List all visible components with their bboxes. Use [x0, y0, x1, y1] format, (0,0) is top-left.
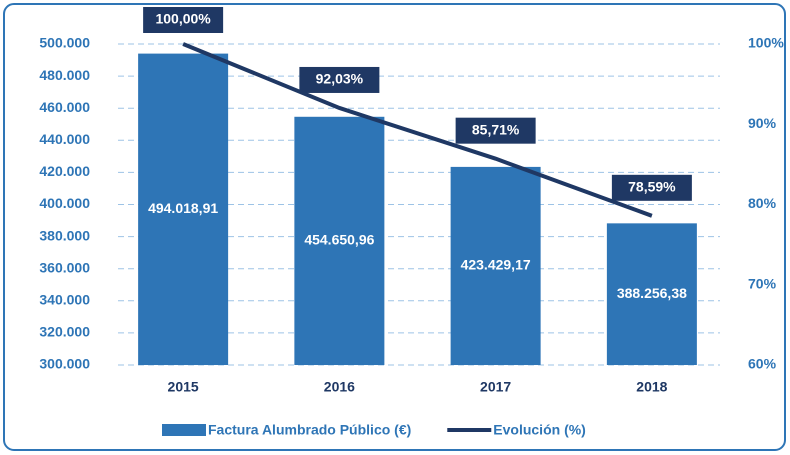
y-tick-label: 500.000	[39, 35, 90, 51]
y-tick-label: 380.000	[39, 227, 90, 243]
legend-swatch	[162, 424, 206, 436]
x-tick-label: 2018	[636, 379, 667, 395]
legend-label: Evolución (%)	[493, 422, 586, 438]
y-tick-label: 460.000	[39, 99, 90, 115]
y2-tick-label: 100%	[748, 35, 784, 51]
bar-value-label: 423.429,17	[461, 257, 531, 273]
y-tick-label: 400.000	[39, 195, 90, 211]
y-tick-label: 300.000	[39, 356, 90, 372]
legend-label: Factura Alumbrado Público (€)	[208, 422, 411, 438]
y-tick-label: 340.000	[39, 292, 90, 308]
line-label-box	[143, 7, 224, 33]
bar	[138, 53, 229, 366]
y2-tick-label: 90%	[748, 115, 777, 131]
y2-tick-label: 60%	[748, 356, 777, 372]
line-value-label: 92,03%	[316, 71, 364, 87]
y2-tick-label: 80%	[748, 195, 777, 211]
line-value-label: 85,71%	[472, 121, 520, 137]
y-tick-label: 360.000	[39, 259, 90, 275]
line-label-box	[455, 117, 536, 144]
y-tick-label: 420.000	[39, 163, 90, 179]
line-series	[182, 42, 653, 218]
bar-value-label: 454.650,96	[304, 232, 374, 248]
y-tick-label: 440.000	[39, 131, 90, 147]
x-tick-label: 2015	[168, 379, 199, 395]
bar	[606, 223, 697, 365]
line-value-label: 100,00%	[155, 11, 211, 27]
line-label-box	[299, 66, 380, 93]
x-tick-label: 2016	[324, 379, 355, 395]
x-tick-label: 2017	[480, 379, 511, 395]
bar-value-label: 388.256,38	[617, 285, 687, 301]
bar	[294, 116, 385, 365]
y-tick-label: 320.000	[39, 324, 90, 340]
bar-value-label: 494.018,91	[148, 200, 218, 216]
y2-tick-label: 70%	[748, 275, 777, 291]
line-label-box	[611, 174, 692, 201]
y-tick-label: 480.000	[39, 67, 90, 83]
bar	[450, 166, 541, 365]
line-value-label: 78,59%	[628, 179, 676, 195]
